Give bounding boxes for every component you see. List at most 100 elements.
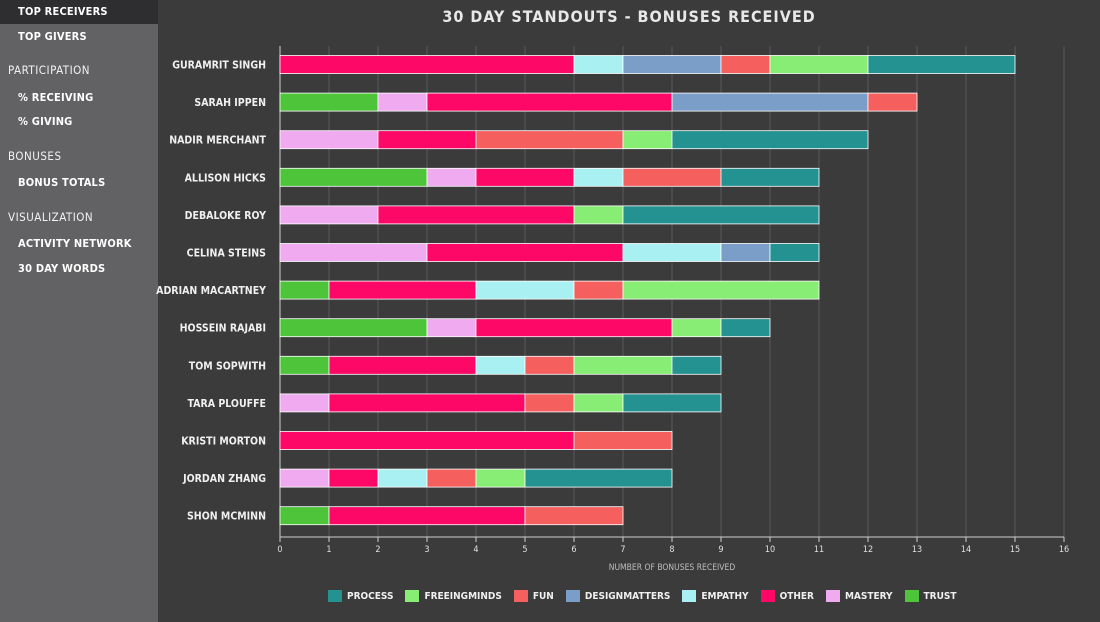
row-label: NADIR MERCHANT <box>169 135 266 147</box>
legend-item-process[interactable]: PROCESS <box>328 590 393 602</box>
chart-legend: PROCESS FREEINGMINDS FUN DESIGNMATTERS EMPAT… <box>328 590 969 602</box>
active-nav-highlight <box>0 0 158 24</box>
bar-segment-designmatters <box>720 243 771 262</box>
legend-label: OTHER <box>779 590 814 602</box>
bar-segment-process <box>720 318 771 338</box>
bar-segment-other <box>426 243 624 262</box>
bar-segment-other <box>328 393 526 413</box>
legend-swatch <box>405 590 420 602</box>
legend-swatch <box>682 590 697 602</box>
bar-segment-other <box>328 280 477 300</box>
bar-segment-empathy <box>377 468 428 488</box>
x-tick-label: 12 <box>863 545 873 555</box>
x-tick-label: 15 <box>1010 545 1020 555</box>
bar-segment-empathy <box>573 55 624 74</box>
bar-segment-mastery <box>279 393 330 413</box>
legend-label: DESIGNMATTERS <box>584 590 671 602</box>
bar-segment-empathy <box>475 355 526 375</box>
bar-segment-other <box>279 431 575 450</box>
bar-segment-trust <box>279 92 379 112</box>
bar-segment-other <box>328 468 379 488</box>
chart-title: 30 DAY STANDOUTS - BONUSES RECEIVED <box>442 7 816 26</box>
bar-segment-trust <box>279 318 428 338</box>
bar-segment-fun <box>524 393 575 413</box>
nav-activity-network[interactable]: ACTIVITY NETWORK <box>18 237 132 250</box>
bar-segment-freeingminds <box>671 318 722 338</box>
bar-segment-fun <box>475 130 624 150</box>
row-label: ALLISON HICKS <box>185 172 267 184</box>
legend-item-other[interactable]: OTHER <box>760 590 814 602</box>
legend-swatch <box>760 590 775 602</box>
bar-segment-freeingminds <box>622 130 673 150</box>
x-tick-label: 7 <box>620 545 625 555</box>
bar-segment-mastery <box>426 167 477 187</box>
bar-segment-fun <box>573 280 624 300</box>
legend-label: FUN <box>532 590 554 602</box>
row-label: DEBALOKE ROY <box>185 210 266 222</box>
bar-segment-mastery <box>426 318 477 338</box>
x-tick-label: 0 <box>277 545 282 555</box>
nav-bonus-totals[interactable]: BONUS TOTALS <box>18 176 106 189</box>
bar-segment-designmatters <box>622 55 722 74</box>
nav-top-givers[interactable]: TOP GIVERS <box>18 30 87 43</box>
legend-item-trust[interactable]: TRUST <box>904 590 957 602</box>
bar-segment-fun <box>573 431 673 450</box>
bar-segment-other <box>328 506 526 526</box>
x-tick-label: 3 <box>424 545 429 555</box>
legend-item-freeingminds[interactable]: FREEINGMINDS <box>405 590 502 602</box>
x-tick-label: 11 <box>814 545 824 555</box>
legend-swatch <box>328 590 342 602</box>
bar-segment-fun <box>426 468 477 488</box>
section-visualization: VISUALIZATION <box>8 210 94 224</box>
bar-segment-freeingminds <box>573 355 673 375</box>
nav-30-day-words[interactable]: 30 DAY WORDS <box>18 262 106 275</box>
row-label: ADRIAN MACARTNEY <box>156 285 266 297</box>
legend-item-designmatters[interactable]: DESIGNMATTERS <box>565 590 671 602</box>
bar-segment-freeingminds <box>573 205 624 225</box>
legend-item-mastery[interactable]: MASTERY <box>825 590 893 602</box>
bar-segment-other <box>377 130 477 150</box>
legend-swatch <box>513 590 528 602</box>
bar-segment-trust <box>279 506 330 526</box>
bar-segment-other <box>279 55 575 74</box>
x-tick-label: 16 <box>1059 545 1069 555</box>
nav-top-receivers[interactable]: TOP RECEIVERS <box>18 5 108 18</box>
legend-swatch <box>825 590 840 602</box>
bar-segment-mastery <box>377 92 428 112</box>
bar-segment-other <box>377 205 575 225</box>
nav-percent-giving[interactable]: % GIVING <box>18 115 73 128</box>
x-tick-label: 4 <box>473 545 478 555</box>
x-tick-label: 2 <box>375 545 380 555</box>
bar-segment-fun <box>622 167 722 187</box>
legend-item-fun[interactable]: FUN <box>513 590 554 602</box>
bar-segment-other <box>328 355 477 375</box>
row-label: TARA PLOUFFE <box>188 398 266 410</box>
row-label: HOSSEIN RAJABI <box>180 323 266 335</box>
bar-segment-mastery <box>279 205 379 225</box>
bar-segment-freeingminds <box>475 468 526 488</box>
x-tick-label: 14 <box>961 545 971 555</box>
row-label: KRISTI MORTON <box>181 436 266 448</box>
bar-segment-freeingminds <box>573 393 624 413</box>
sidebar: TOP RECEIVERS TOP GIVERS PARTICIPATION %… <box>0 0 158 622</box>
section-participation: PARTICIPATION <box>8 63 91 77</box>
x-tick-label: 1 <box>326 545 331 555</box>
bar-segment-freeingminds <box>622 280 820 300</box>
bar-segment-empathy <box>573 167 624 187</box>
nav-percent-receiving[interactable]: % RECEIVING <box>18 91 94 104</box>
bar-segment-freeingminds <box>769 55 869 74</box>
x-tick-label: 13 <box>912 545 922 555</box>
row-label: CELINA STEINS <box>187 248 267 260</box>
legend-label: EMPATHY <box>701 590 749 602</box>
bar-segment-process <box>671 355 722 375</box>
legend-swatch <box>565 590 580 602</box>
bar-segment-process <box>720 167 820 187</box>
legend-item-empathy[interactable]: EMPATHY <box>682 590 749 602</box>
bar-segment-trust <box>279 355 330 375</box>
bar-segment-fun <box>524 506 624 526</box>
bar-segment-empathy <box>622 243 722 262</box>
bar-segment-other <box>475 318 673 338</box>
bar-segment-mastery <box>279 243 428 262</box>
bar-segment-trust <box>279 167 428 187</box>
bar-segment-mastery <box>279 468 330 488</box>
